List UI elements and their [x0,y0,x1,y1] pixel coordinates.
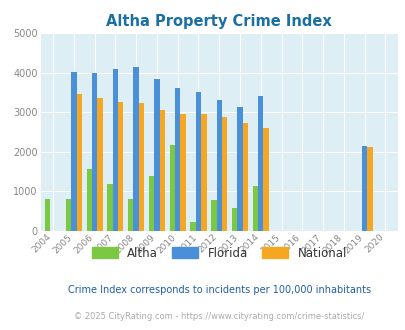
Bar [113,69,118,231]
Bar [149,176,154,231]
Bar [66,199,71,231]
Bar [367,147,372,231]
Bar [107,184,113,231]
Bar [45,199,50,231]
Bar [97,98,102,231]
Bar [242,123,247,231]
Bar [169,146,175,231]
Bar [263,128,268,231]
Bar [92,73,97,231]
Bar [258,96,263,231]
Bar [180,114,185,231]
Bar [200,114,206,231]
Legend: Altha, Florida, National: Altha, Florida, National [92,247,346,260]
Text: Crime Index corresponds to incidents per 100,000 inhabitants: Crime Index corresponds to incidents per… [68,285,370,295]
Bar [77,94,82,231]
Bar [71,72,77,231]
Bar [118,102,123,231]
Bar [195,92,200,231]
Bar [237,108,242,231]
Bar [216,100,222,231]
Bar [361,146,367,231]
Bar [211,200,216,231]
Bar [133,67,139,231]
Bar [231,208,237,231]
Bar [252,186,258,231]
Bar [154,79,159,231]
Bar [86,169,92,231]
Text: © 2025 CityRating.com - https://www.cityrating.com/crime-statistics/: © 2025 CityRating.com - https://www.city… [74,312,364,321]
Bar [175,88,180,231]
Bar [222,116,227,231]
Bar [128,199,133,231]
Bar [139,103,144,231]
Bar [159,110,164,231]
Bar [190,222,195,231]
Title: Altha Property Crime Index: Altha Property Crime Index [106,14,331,29]
